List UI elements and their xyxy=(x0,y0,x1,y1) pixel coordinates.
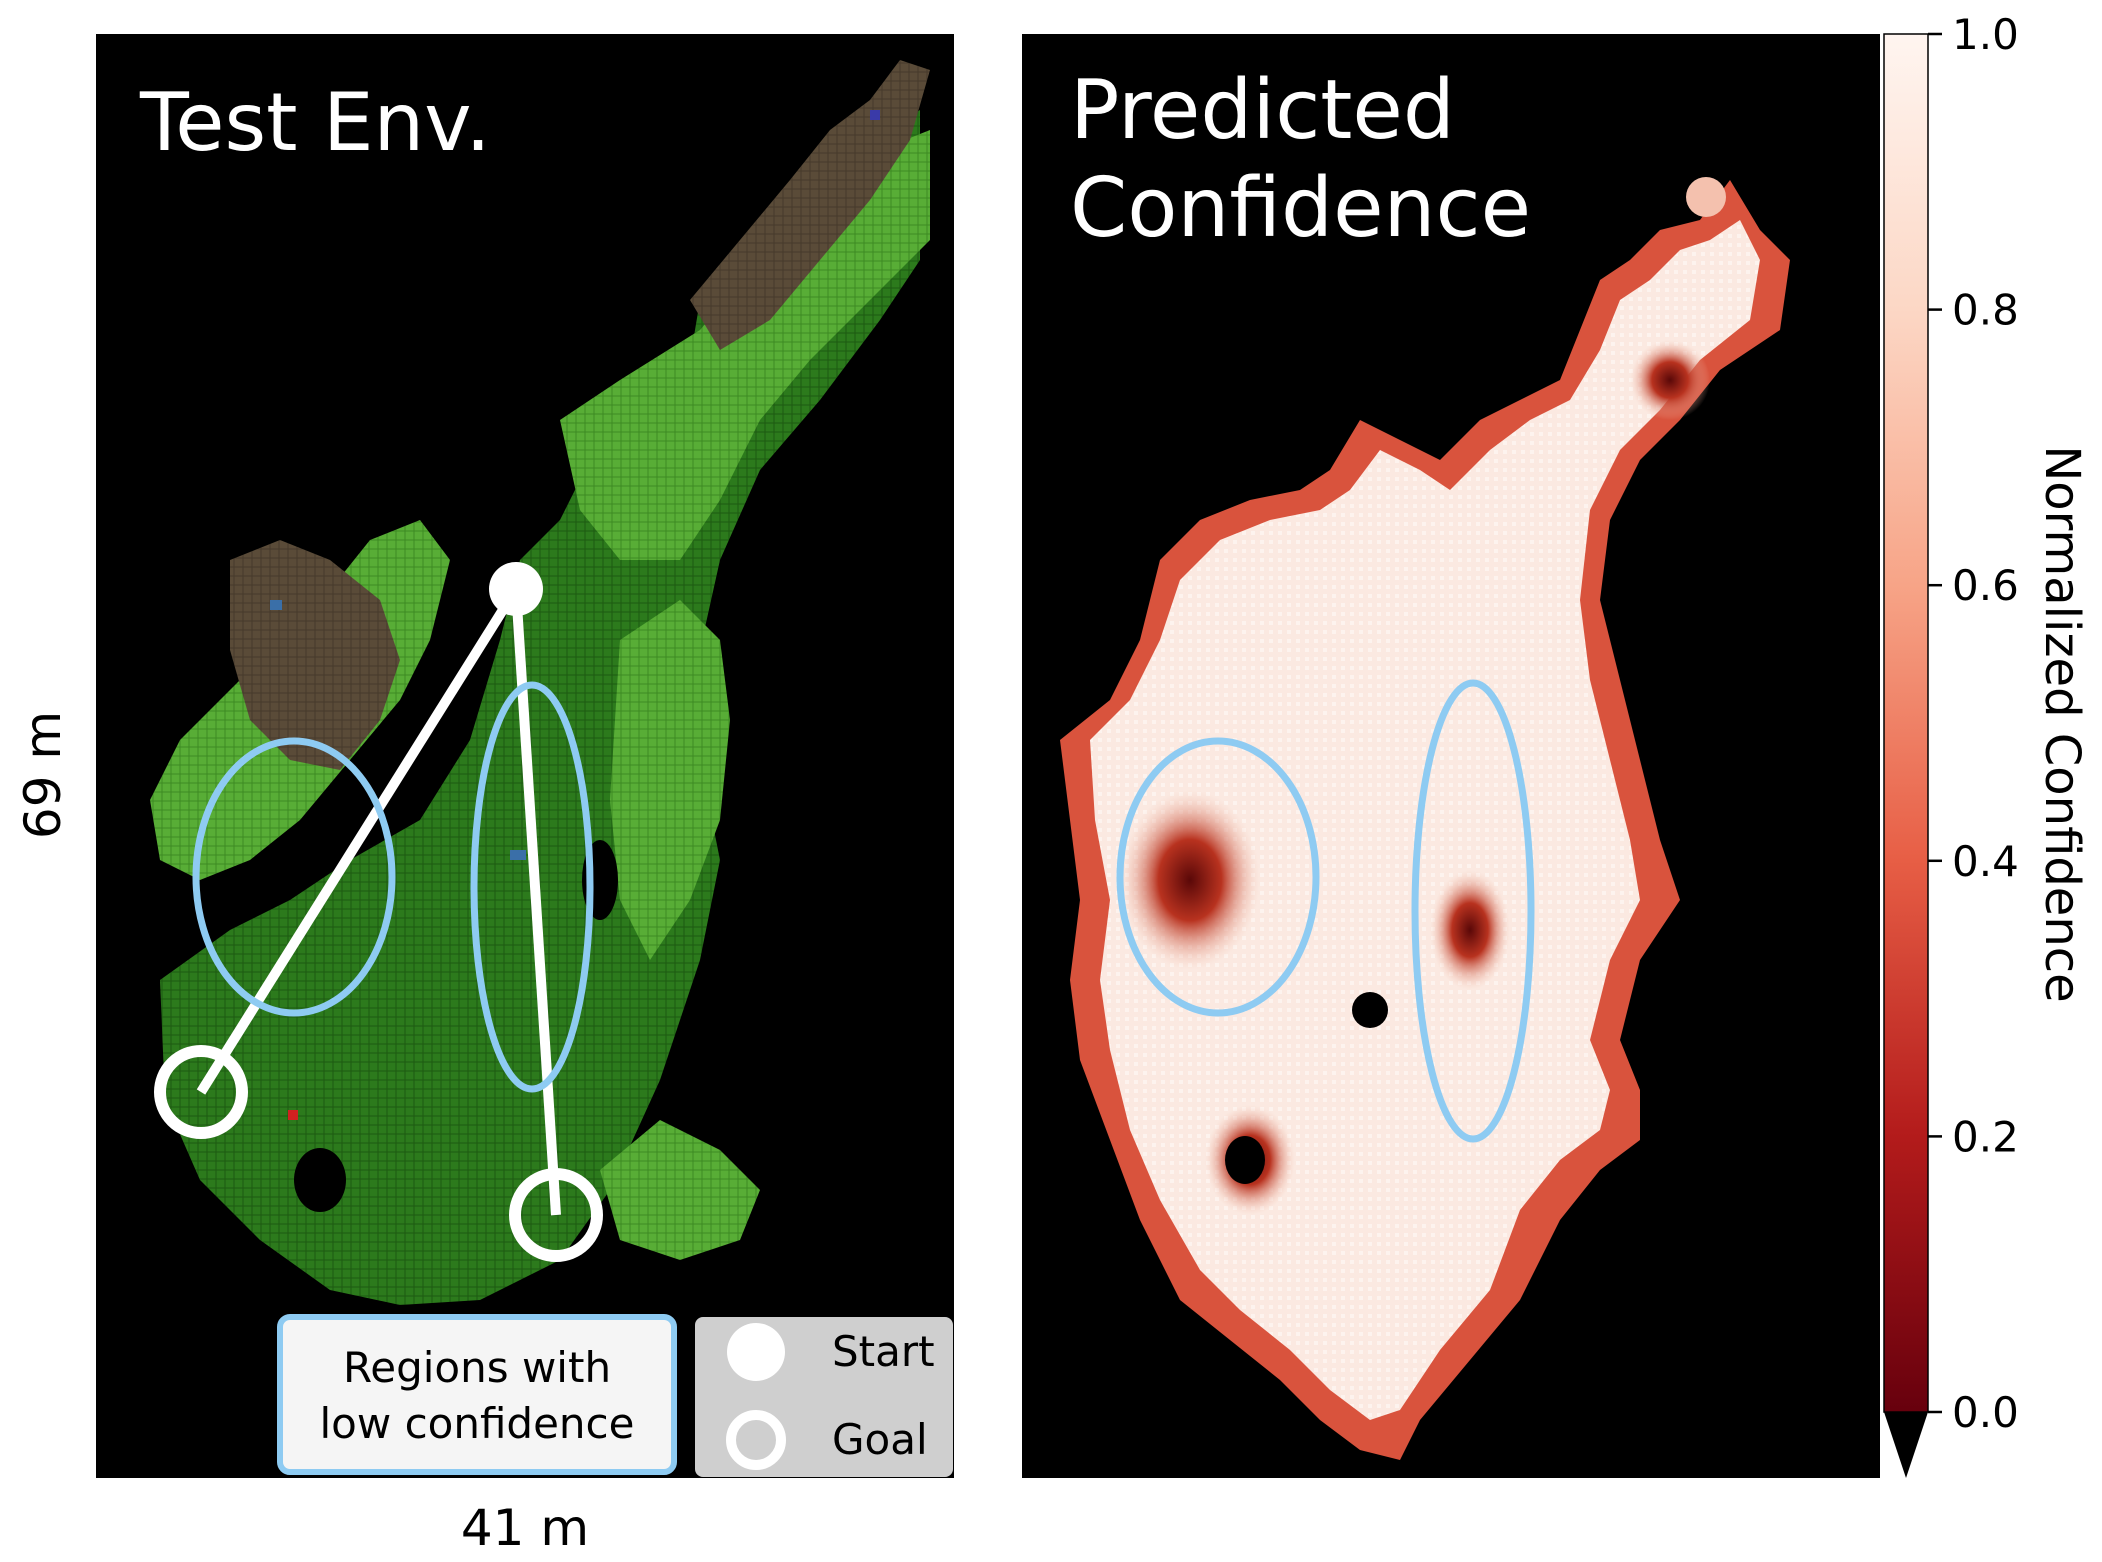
start-marker xyxy=(489,562,543,616)
legend-regions-line2: low confidence xyxy=(320,1399,635,1448)
legend-goal-label: Goal xyxy=(832,1415,928,1464)
colorbar-extend-arrow xyxy=(1884,1412,1928,1478)
legend-start-icon xyxy=(727,1323,785,1381)
colorbar-ticks: 1.0 0.8 0.6 0.4 0.2 0.0 xyxy=(1928,10,2019,1437)
confidence-title-line2: Confidence xyxy=(1070,161,1531,256)
legend-start-label: Start xyxy=(832,1327,935,1376)
goal-marker-2 xyxy=(509,1168,603,1262)
confidence-gap-2 xyxy=(1225,1136,1265,1184)
predicted-confidence-panel: Predicted Confidence xyxy=(1022,34,1880,1478)
terrain-soil-north xyxy=(690,60,930,350)
confidence-low-blob-west xyxy=(1120,790,1260,970)
legend-markers: Start Goal xyxy=(695,1317,953,1477)
low-confidence-ellipse-west xyxy=(192,737,396,1017)
terrain-water-3 xyxy=(870,110,880,120)
colorbar: 1.0 0.8 0.6 0.4 0.2 0.0 Normalized Confidence xyxy=(1883,10,2090,1478)
colorbar-tick-label: 0.6 xyxy=(1952,561,2019,610)
confidence-ellipse-west xyxy=(1116,737,1320,1017)
colorbar-tick-label: 1.0 xyxy=(1952,10,2019,59)
colorbar-tick-label: 0.0 xyxy=(1952,1388,2019,1437)
legend-regions: Regions with low confidence xyxy=(277,1314,677,1475)
terrain-light-grass-south xyxy=(600,1120,760,1260)
legend-regions-line1: Regions with xyxy=(343,1343,611,1392)
colorbar-tick-label: 0.8 xyxy=(1952,286,2019,335)
low-confidence-ellipse-east xyxy=(470,681,594,1093)
terrain-light-grass-east xyxy=(610,600,730,960)
width-label: 41 m xyxy=(461,1499,589,1557)
test-env-title: Test Env. xyxy=(139,76,491,169)
legend-goal-icon xyxy=(726,1410,786,1470)
colorbar-label: Normalized Confidence xyxy=(2034,445,2090,1002)
colorbar-tick-label: 0.2 xyxy=(1952,1112,2019,1161)
terrain-soil-west xyxy=(230,540,400,770)
height-label: 69 m xyxy=(14,711,72,839)
goal-marker-1 xyxy=(154,1045,248,1139)
terrain-gap-2 xyxy=(294,1148,346,1212)
test-env-panel: Test Env. Regions with low confidence St… xyxy=(14,34,954,1557)
terrain-water-2 xyxy=(510,850,526,860)
colorbar-gradient xyxy=(1884,34,1928,1412)
terrain-obstacle-red xyxy=(288,1110,298,1120)
terrain-map xyxy=(150,60,930,1305)
colorbar-tick-label: 0.4 xyxy=(1952,837,2019,886)
terrain-gap-1 xyxy=(242,862,298,898)
confidence-ellipse-east xyxy=(1411,679,1535,1143)
path-line-1 xyxy=(196,586,521,1095)
path-line-2 xyxy=(511,588,561,1216)
confidence-map xyxy=(1060,177,1790,1460)
confidence-low-blob-north xyxy=(1630,340,1710,420)
confidence-low-blob-east xyxy=(1430,870,1510,990)
confidence-gap-1 xyxy=(1352,992,1388,1028)
terrain-water-1 xyxy=(270,600,282,610)
confidence-isolated-patch xyxy=(1686,177,1726,217)
confidence-title-line1: Predicted xyxy=(1070,63,1455,158)
